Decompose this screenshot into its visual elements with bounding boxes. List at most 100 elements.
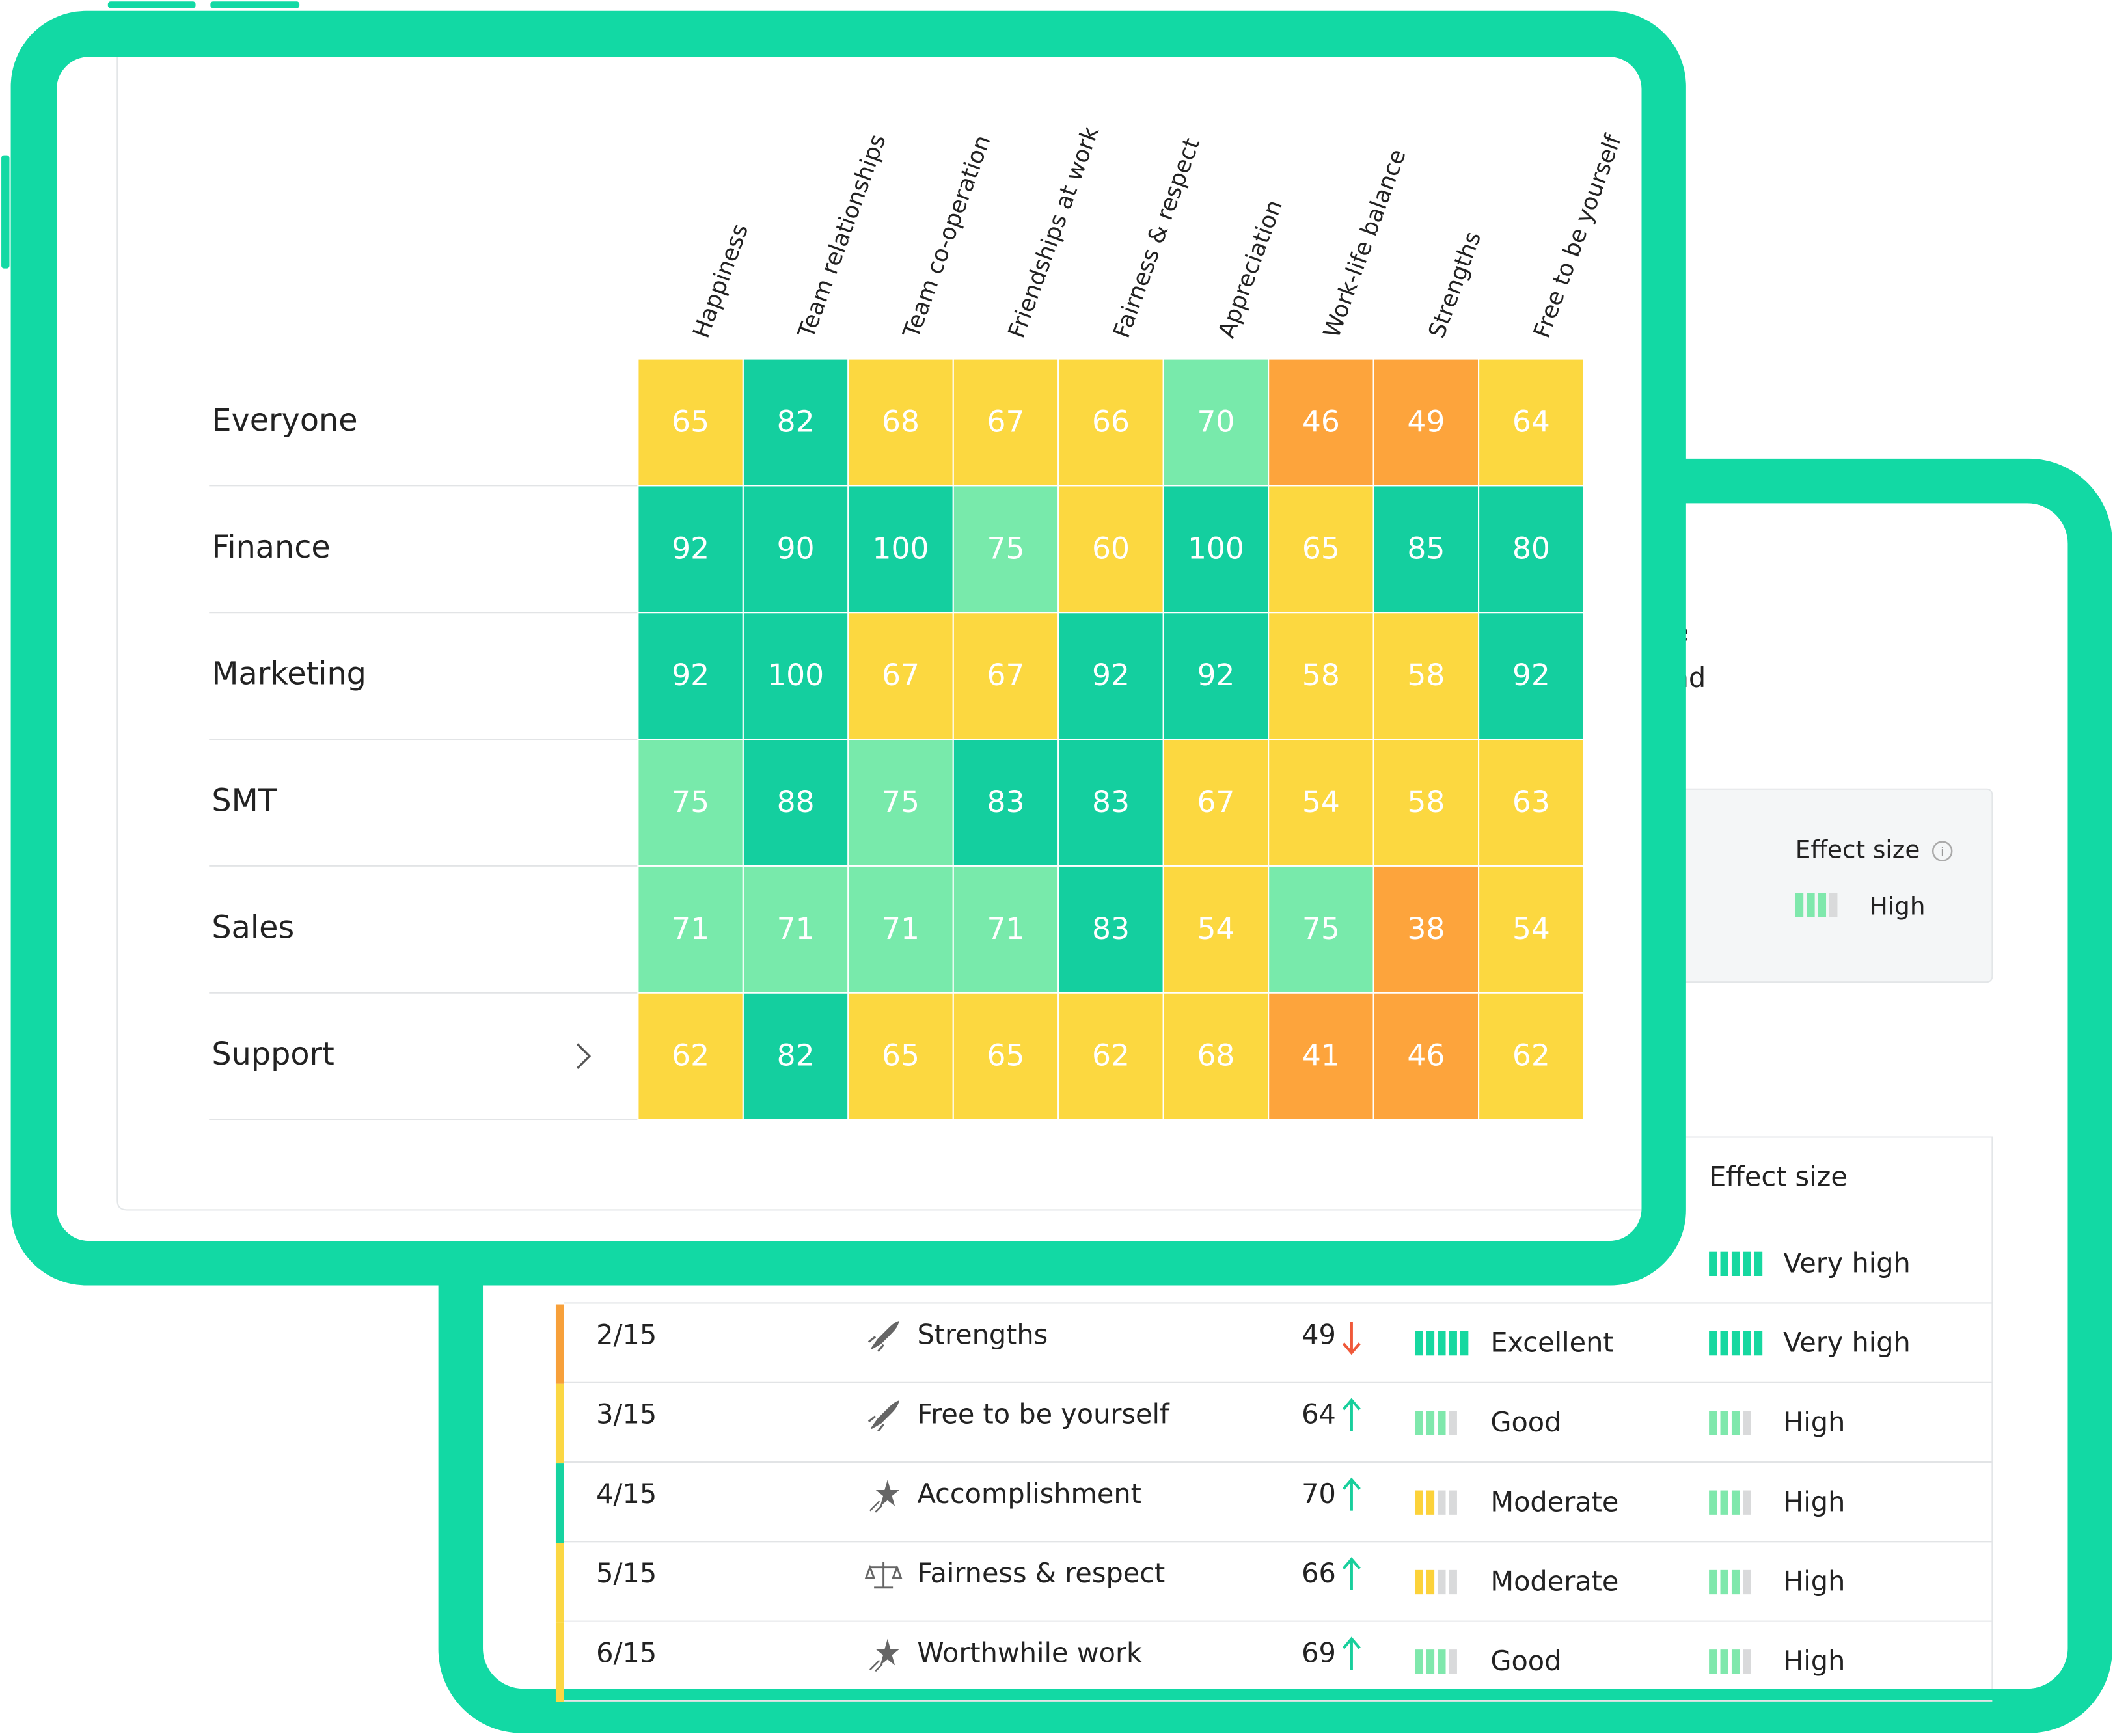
level-bar	[1807, 893, 1815, 917]
row-label: Marketing	[212, 657, 366, 692]
score: 69	[1302, 1637, 1336, 1668]
level-bar	[1460, 1331, 1469, 1356]
row-icon	[864, 1562, 903, 1589]
heat-cell	[1372, 992, 1480, 1120]
level-bar	[1720, 1331, 1728, 1356]
trend-arrow	[1342, 1477, 1361, 1511]
heat-cell	[637, 992, 744, 1120]
cell-value: 54	[1512, 912, 1550, 946]
cell-value: 54	[1302, 785, 1340, 819]
trend-arrow	[1342, 1636, 1361, 1670]
cell-value: 67	[987, 658, 1025, 692]
summary-label: Effect size	[1795, 835, 1920, 864]
row-label: Everyone	[212, 403, 357, 439]
rank: 5/15	[596, 1558, 657, 1589]
level-bar	[1426, 1490, 1435, 1515]
row-icon	[869, 1480, 899, 1513]
cell-value: 83	[987, 785, 1025, 819]
heat-cell	[1162, 358, 1270, 487]
score: 70	[1302, 1478, 1336, 1510]
row-icon	[867, 1320, 899, 1353]
level-bar	[1415, 1649, 1423, 1674]
level-bar	[1449, 1490, 1457, 1515]
cell-value: 71	[672, 912, 709, 946]
heat-cell	[637, 485, 744, 614]
effect-label: Very high	[1783, 1247, 1911, 1279]
level-bar	[1743, 1490, 1751, 1515]
expand-chevron[interactable]	[576, 1043, 592, 1069]
heat-cell	[952, 992, 1059, 1120]
rank: 6/15	[596, 1637, 657, 1668]
row-label: SMT	[212, 783, 277, 819]
row-stripe	[555, 1463, 564, 1543]
summary-box	[1658, 788, 1993, 983]
level-bar	[1415, 1569, 1423, 1595]
level-bar	[1449, 1331, 1457, 1356]
rating-label: Good	[1490, 1646, 1561, 1677]
heat-cell	[742, 485, 849, 614]
heat-cell	[637, 612, 744, 740]
level-bar	[1731, 1569, 1740, 1595]
level-bar	[1731, 1411, 1740, 1435]
cell-value: 100	[873, 531, 929, 565]
heat-cell	[1372, 485, 1480, 614]
cell-value: 66	[1092, 405, 1130, 439]
row-stripe	[555, 1304, 564, 1384]
summary-value: High	[1870, 892, 1926, 921]
heat-cell	[847, 992, 954, 1120]
table-border	[1659, 1136, 1993, 1689]
level-bar	[1426, 1649, 1435, 1674]
level-bar	[1426, 1411, 1435, 1435]
factor-name: Accomplishment	[917, 1478, 1141, 1510]
level-bar	[1720, 1569, 1728, 1595]
level-bar	[1829, 893, 1838, 917]
heat-cell	[742, 992, 849, 1120]
heat-cell	[1268, 485, 1374, 614]
cell-value: 62	[1512, 1038, 1550, 1073]
level-bar	[1743, 1569, 1751, 1595]
rank: 4/15	[596, 1478, 657, 1510]
info-icon-glyph: i	[1941, 846, 1944, 860]
heat-cell	[1372, 865, 1480, 994]
cell-value: 54	[1197, 912, 1235, 946]
effect-label: High	[1783, 1566, 1845, 1597]
cell-value: 68	[882, 405, 920, 439]
heat-cell	[952, 358, 1059, 487]
level-bar	[1731, 1490, 1740, 1515]
cell-value: 67	[882, 658, 920, 692]
trend-arrow	[1342, 1322, 1361, 1355]
cell-value: 65	[1302, 531, 1340, 565]
cell-value: 92	[1512, 658, 1550, 692]
level-bar	[1709, 1251, 1717, 1276]
heat-cell	[847, 358, 954, 487]
cell-value: 60	[1092, 531, 1130, 565]
summary-bars	[1795, 893, 1838, 917]
rank: 2/15	[596, 1319, 657, 1350]
heat-cell	[742, 865, 849, 994]
cell-value: 63	[1512, 785, 1550, 819]
factor-name: Worthwhile work	[917, 1637, 1142, 1668]
cell-value: 75	[1302, 912, 1340, 946]
icon-shape	[864, 1562, 903, 1589]
effect-label: High	[1783, 1646, 1845, 1677]
level-bar	[1438, 1569, 1446, 1595]
level-bar	[1449, 1411, 1457, 1435]
heat-cell	[1058, 612, 1164, 740]
level-bar	[1449, 1569, 1457, 1595]
heat-cell	[1478, 358, 1585, 487]
heat-cell	[1478, 739, 1585, 867]
level-bar	[1818, 893, 1827, 917]
cell-value: 67	[1197, 785, 1235, 819]
row-label: Sales	[212, 910, 294, 945]
icon-shape	[871, 1320, 899, 1349]
cell-value: 100	[1188, 531, 1244, 565]
level-bar	[1743, 1251, 1751, 1276]
heat-cell	[847, 485, 954, 614]
level-bar	[1731, 1251, 1740, 1276]
table-body: Very high Very high 2/15 Strengths 49 Excelle…	[555, 1247, 1993, 1702]
heat-cell	[1058, 358, 1164, 487]
cell-value: 82	[777, 1038, 815, 1073]
heat-cell	[1162, 485, 1270, 614]
rank: 3/15	[596, 1399, 657, 1430]
info-icon[interactable]	[1931, 841, 1953, 861]
